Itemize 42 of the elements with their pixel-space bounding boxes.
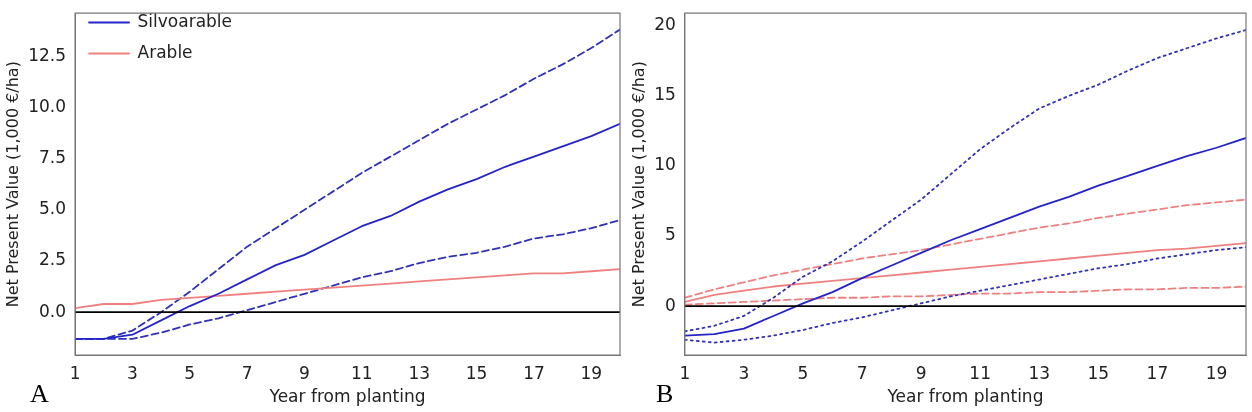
x-tick-label: 15: [465, 362, 488, 383]
x-tick-label: 11: [969, 362, 991, 383]
x-tick-label: 7: [856, 362, 868, 383]
legend-label: Arable: [137, 41, 193, 62]
text: A: [30, 378, 49, 408]
x-tick-label: 15: [1087, 362, 1110, 383]
x-tick-label: 19: [1205, 362, 1228, 383]
x-tick-label: 3: [738, 362, 750, 383]
x-tick-label: 9: [915, 362, 927, 383]
y-tick-label: 12.5: [28, 44, 67, 65]
x-tick-label: 1: [69, 362, 81, 383]
x-tick-label: 5: [184, 362, 196, 383]
x-tick-label: 5: [797, 362, 809, 383]
y-tick-label: 7.5: [39, 147, 67, 168]
line-series: [684, 246, 1246, 344]
y-tick-label: 0: [665, 294, 676, 315]
line-series: [684, 198, 1246, 299]
y-tick-label: 0.0: [39, 300, 67, 321]
y-tick-label: 10: [654, 154, 676, 175]
x-tick-label: 13: [408, 362, 431, 383]
x-tick-label: 1: [679, 362, 691, 383]
y-tick-label: 15: [654, 84, 676, 105]
x-tick-label: 9: [299, 362, 310, 383]
y-axis-title: Net Present Value (1,000 €/ha): [628, 61, 648, 308]
line-series: [684, 29, 1246, 333]
y-axis-title: Net Present Value (1,000 €/ha): [2, 61, 22, 308]
x-tick-label: 17: [1146, 362, 1169, 383]
y-tick-label: 20: [654, 14, 676, 35]
y-tick-label: 5.0: [39, 198, 67, 219]
y-tick-label: 2.5: [39, 249, 67, 270]
x-tick-label: 11: [351, 362, 373, 383]
x-tick-label: 17: [523, 362, 545, 383]
x-axis-title: Year from planting: [886, 386, 1044, 407]
x-tick-label: 13: [1028, 362, 1051, 383]
legend-label: Silvoarable: [137, 10, 233, 31]
x-tick-label: 7: [241, 362, 253, 383]
y-tick-label: 5: [665, 224, 676, 245]
text: B: [656, 378, 674, 408]
x-tick-label: 3: [127, 362, 138, 383]
x-tick-label: 19: [580, 362, 603, 383]
x-axis-title: Year from planting: [268, 386, 426, 407]
y-tick-label: 10.0: [28, 95, 67, 116]
